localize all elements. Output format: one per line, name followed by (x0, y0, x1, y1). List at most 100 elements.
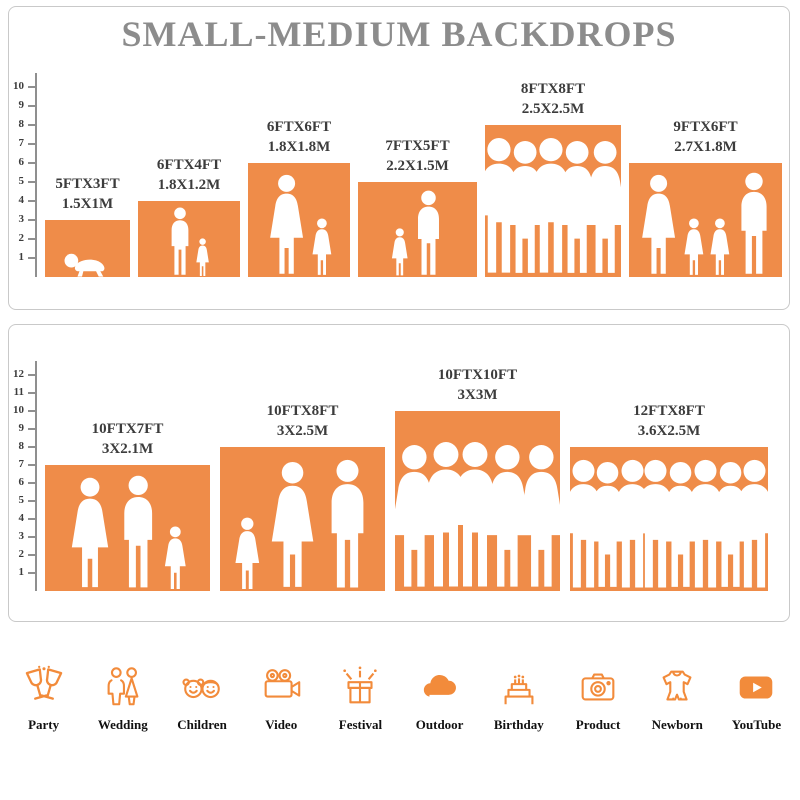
girl-silhouette (392, 228, 408, 276)
y-axis: 1 2 3 4 5 6 7 8 9 10 11 12 (13, 361, 37, 591)
backdrop-size-label: 7FTX5FT 2.2X1.5M (385, 138, 450, 174)
backdrop-bar-group: 6FTX6FT 1.8X1.8M (248, 118, 350, 277)
backdrop-bar-group: 7FTX5FT 2.2X1.5M (358, 137, 477, 277)
man-silhouette (124, 475, 153, 588)
woman-silhouette (395, 445, 438, 587)
backdrop-bar-group: 10FTX10FT 3X3M (395, 366, 560, 591)
y-tick: 7 (19, 137, 37, 149)
backdrop-bar-group: 10FTX7FT 3X2.1M (45, 420, 210, 591)
y-tick: 6 (19, 476, 37, 488)
backdrop-size-label: 8FTX8FT 2.5X2.5M (520, 81, 586, 117)
y-tick: 2 (19, 548, 37, 560)
backdrop-bar (248, 163, 350, 277)
girl-silhouette (710, 218, 730, 276)
festival-icon (343, 666, 378, 704)
y-tick: 5 (19, 494, 37, 506)
birthday-icon (504, 674, 534, 705)
outdoor-icon-cell: Outdoor (400, 664, 479, 733)
woman-silhouette (269, 175, 303, 274)
backdrop-size-label: 10FTX8FT 3X2.5M (266, 403, 339, 439)
girl-silhouette (165, 526, 187, 590)
page-title: SMALL-MEDIUM BACKDROPS (121, 14, 677, 54)
backdrop-bar (570, 447, 768, 591)
youtube-icon (740, 676, 773, 699)
category-icons-row: Party Wedding Children Video Festival Outdoor… (4, 664, 796, 733)
backdrop-size-label: 10FTX7FT 3X2.1M (91, 421, 164, 457)
wedding-icon-cell: Wedding (83, 664, 162, 733)
woman-silhouette (517, 445, 560, 587)
girl-silhouette (312, 218, 331, 276)
backdrop-bar (358, 182, 477, 277)
backdrop-size-label: 9FTX6FT 2.7X1.8M (673, 119, 738, 155)
y-tick: 3 (19, 530, 37, 542)
video-icon (264, 669, 301, 698)
small-medium-panel: SMALL-MEDIUM BACKDROPS 1 2 3 4 5 6 7 8 9 10 5FTX3F… (8, 6, 790, 310)
icon-label: Party (28, 717, 60, 732)
man-silhouette (427, 442, 464, 587)
girl-silhouette (235, 517, 260, 589)
y-tick: 7 (19, 458, 37, 470)
y-axis: 1 2 3 4 5 6 7 8 9 10 (13, 73, 37, 277)
party-icon (25, 665, 62, 700)
woman-silhouette (582, 140, 621, 273)
backdrop-size-label: 6FTX6FT 1.8X1.8M (266, 119, 332, 155)
man-silhouette (534, 138, 568, 273)
y-tick: 1 (19, 251, 37, 263)
backdrop-bar-group: 9FTX6FT 2.7X1.8M (629, 118, 782, 277)
icon-label: Video (265, 717, 298, 732)
y-tick: 9 (19, 422, 37, 434)
man-silhouette (457, 442, 494, 587)
bars-row: 10FTX7FT 3X2.1M 10FTX8FT 3X2.5M 10FTX10FT 3X3… (45, 366, 781, 591)
woman-silhouette (554, 140, 599, 273)
backdrop-bar (45, 465, 210, 591)
outdoor-icon (423, 674, 456, 697)
y-tick: 8 (19, 440, 37, 452)
y-tick: 12 (13, 368, 37, 380)
y-tick: 9 (19, 99, 37, 111)
festival-icon-cell: Festival (321, 664, 400, 733)
newborn-icon-cell: Newborn (638, 664, 717, 733)
backdrop-bar-group: 5FTX3FT 1.5X1M (45, 175, 130, 277)
backdrop-size-label: 5FTX3FT 1.5X1M (55, 176, 120, 212)
children-icon-cell: Children (162, 664, 241, 733)
backdrop-bar (220, 447, 385, 591)
y-tick: 4 (19, 512, 37, 524)
icon-label: Birthday (493, 717, 544, 732)
man-silhouette (689, 459, 722, 588)
icon-label: Festival (338, 717, 383, 732)
man-silhouette (570, 459, 599, 588)
icon-label: YouTube (731, 717, 782, 732)
video-icon-cell: Video (242, 664, 321, 733)
icon-label: Newborn (651, 717, 703, 732)
party-icon-cell: Party (4, 664, 83, 733)
woman-silhouette (271, 462, 314, 588)
baby-silhouette (64, 253, 105, 277)
large-panel: 1 2 3 4 5 6 7 8 9 10 11 12 10FTX7FT 3X2.1M 10FTX8FT 3X2… (8, 324, 790, 622)
y-tick: 1 (19, 566, 37, 578)
man-silhouette (639, 459, 672, 588)
y-tick: 10 (13, 80, 37, 92)
backdrop-bar-group: 12FTX8FT 3.6X2.5M (570, 402, 768, 591)
backdrop-bar (485, 125, 621, 277)
backdrop-bar-group: 10FTX8FT 3X2.5M (220, 402, 385, 591)
girl-silhouette (196, 238, 210, 276)
y-tick: 11 (14, 386, 37, 398)
man-silhouette (417, 190, 439, 275)
icon-label: Children (177, 717, 227, 732)
backdrop-bar (629, 163, 782, 277)
bars-row: 5FTX3FT 1.5X1M 6FTX4FT 1.8X1.2M 6FTX6FT 1.8X1… (45, 80, 782, 277)
backdrop-size-label: 10FTX10FT 3X3M (437, 367, 518, 403)
y-tick: 8 (19, 118, 37, 130)
man-silhouette (739, 459, 768, 588)
youtube-icon-cell: YouTube (717, 664, 796, 733)
backdrop-bar (138, 201, 240, 277)
icon-label: Product (575, 717, 621, 732)
man-silhouette (741, 172, 767, 274)
wedding-icon (107, 667, 139, 706)
backdrop-bar-group: 6FTX4FT 1.8X1.2M (138, 156, 240, 277)
icon-label: Outdoor (415, 717, 464, 732)
icon-label: Wedding (97, 717, 148, 732)
y-tick: 4 (19, 194, 37, 206)
children-icon (182, 678, 220, 699)
backdrop-bar-group: 8FTX8FT 2.5X2.5M (485, 80, 621, 277)
